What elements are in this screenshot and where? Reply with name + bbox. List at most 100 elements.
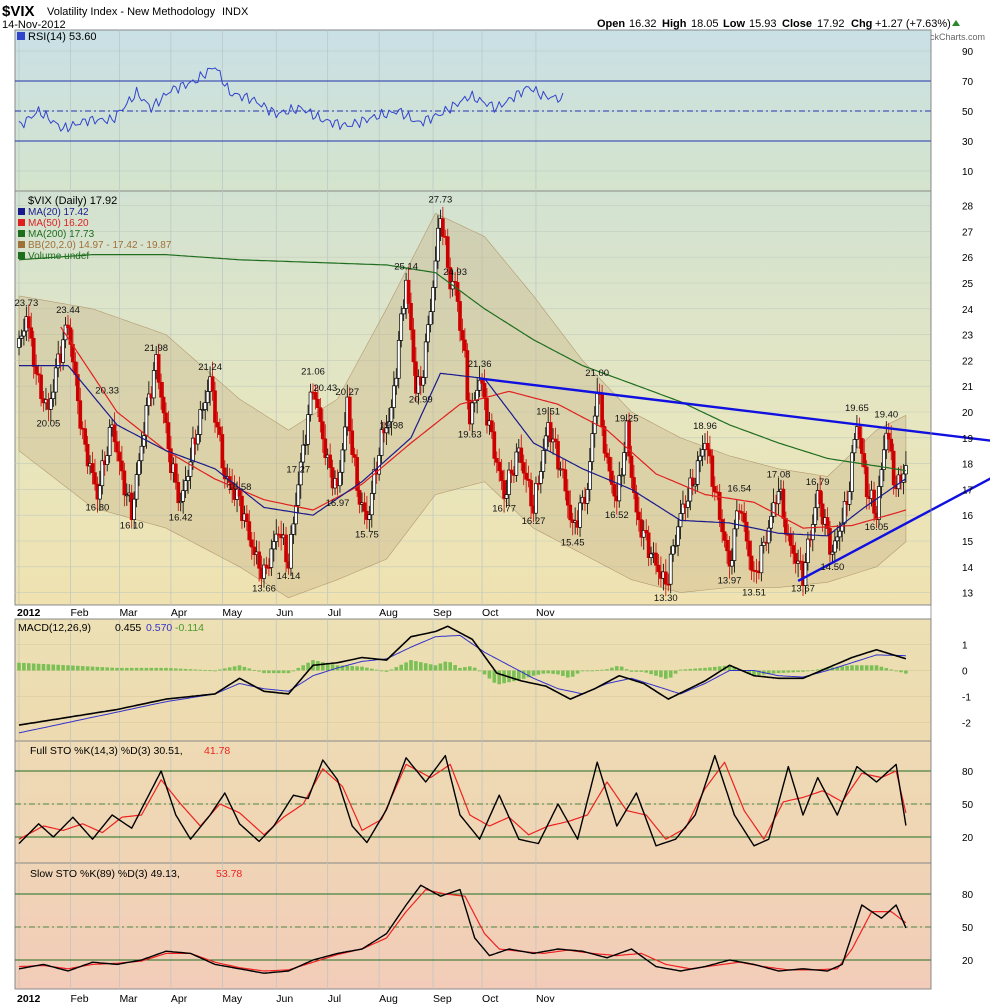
candle-body (350, 430, 355, 455)
macd-histogram-bar (252, 669, 256, 671)
candle-body (521, 462, 526, 474)
candle-body (859, 438, 864, 454)
slow-sto-title: Slow STO %K(89) %D(3) 49.13, 53.78 (30, 868, 242, 880)
macd-histogram-bar (61, 665, 65, 671)
candle-body (536, 482, 541, 485)
macd-histogram-bar (786, 670, 791, 673)
candle-body (470, 402, 475, 425)
high-label: High (662, 18, 687, 30)
macd-histogram-bar (595, 670, 599, 672)
macd-histogram-bar (869, 665, 874, 671)
candle-body (93, 472, 97, 485)
candle-body (504, 494, 509, 499)
candle-body (519, 447, 524, 463)
macd-title: MACD(12,26,9) 0.455 0.570 -0.114 (18, 622, 204, 634)
macd-histogram-bar (198, 669, 203, 671)
price-tick-label: 16 (962, 511, 974, 522)
macd-histogram-bar (188, 669, 193, 671)
candle-body (534, 482, 538, 514)
candle-body (840, 522, 845, 532)
price-value-label: 20.05 (37, 419, 61, 430)
price-value-label: 18.96 (693, 421, 717, 432)
price-tick-label: 27 (962, 227, 974, 238)
macd-histogram-bar (492, 670, 497, 683)
candle-body (181, 490, 185, 502)
candle-body (132, 498, 136, 521)
macd-tick-label: -1 (962, 693, 971, 704)
month-label: Mar (119, 993, 138, 1005)
candle-body (904, 465, 908, 475)
ma200-line (18, 254, 906, 472)
candle-body (247, 521, 252, 541)
candle-body (830, 551, 835, 555)
full_sto-tick-label: 80 (962, 767, 974, 778)
month-label: May (222, 993, 243, 1005)
price-value-label: 14.14 (277, 571, 301, 582)
macd-histogram-bar (904, 670, 908, 674)
candle-body (340, 449, 345, 473)
macd-histogram-bar (845, 665, 849, 671)
candle-body (338, 471, 342, 487)
candle-body (734, 510, 739, 530)
macd-histogram-bar (791, 670, 795, 673)
candle-body (384, 427, 389, 434)
candle-body (791, 545, 796, 554)
macd-histogram-bar (223, 668, 227, 671)
candle-body (203, 402, 208, 410)
macd-histogram-bar (899, 670, 903, 673)
macd-histogram-bar (673, 670, 678, 674)
candle-body (294, 505, 298, 525)
macd-histogram-bar (291, 670, 296, 672)
price-value-label: 20.27 (335, 387, 359, 398)
month-label: Feb (70, 993, 88, 1005)
candle-body (357, 490, 362, 505)
candle-body (578, 502, 582, 528)
rsi-tick-label: 90 (962, 47, 974, 58)
chart-date: 14-Nov-2012 (2, 19, 66, 31)
full_sto-tick-label: 50 (962, 800, 974, 811)
macd-histogram-bar (727, 665, 732, 671)
slow-sto-title-text: Slow STO %K(89) %D(3) 49.13, (30, 868, 180, 880)
candle-body (641, 529, 646, 538)
candle-body (668, 553, 673, 585)
macd-histogram-bar (365, 667, 369, 671)
candle-body (499, 470, 504, 481)
macd-histogram-bar (850, 665, 854, 671)
macd-histogram-bar (423, 663, 428, 671)
ma20-line (19, 365, 907, 537)
month-label: 2012 (17, 607, 41, 619)
candle-body (646, 532, 651, 558)
month-label: Oct (482, 607, 498, 619)
month-label: Oct (482, 993, 498, 1005)
legend-entry: MA(50) 16.20 (28, 218, 89, 229)
low-value: 15.93 (749, 18, 777, 30)
macd-histogram-bar (556, 670, 560, 675)
candle-body (264, 564, 269, 568)
macd-histogram-bar (458, 667, 462, 671)
candle-body (78, 400, 83, 429)
macd-histogram-bar (51, 664, 56, 671)
macd-histogram-bar (360, 666, 364, 671)
macd-title-text: MACD(12,26,9) (18, 622, 91, 634)
macd-histogram-bar (874, 665, 879, 671)
candle-body (480, 379, 484, 384)
macd-histogram-bar (95, 666, 100, 671)
price-tick-label: 24 (962, 305, 974, 316)
candle-body (857, 426, 862, 439)
candle-body (379, 429, 384, 456)
candle-body (671, 545, 676, 555)
macd-histogram-bar (713, 666, 717, 671)
macd-tick-label: 1 (962, 641, 968, 652)
macd-histogram-bar (134, 667, 139, 671)
full-sto-title: Full STO %K(14,3) %D(3) 30.51, 41.78 (30, 745, 230, 757)
candle-body (710, 455, 715, 487)
candle-body (862, 453, 867, 468)
candle-body (433, 260, 438, 288)
candle-body (411, 329, 416, 363)
macd-histogram-bar (463, 667, 467, 671)
candle-body (196, 434, 200, 445)
macd-histogram-bar (889, 669, 893, 671)
candle-body (553, 438, 558, 442)
month-label: 2012 (17, 993, 41, 1005)
candle-body (39, 374, 43, 400)
